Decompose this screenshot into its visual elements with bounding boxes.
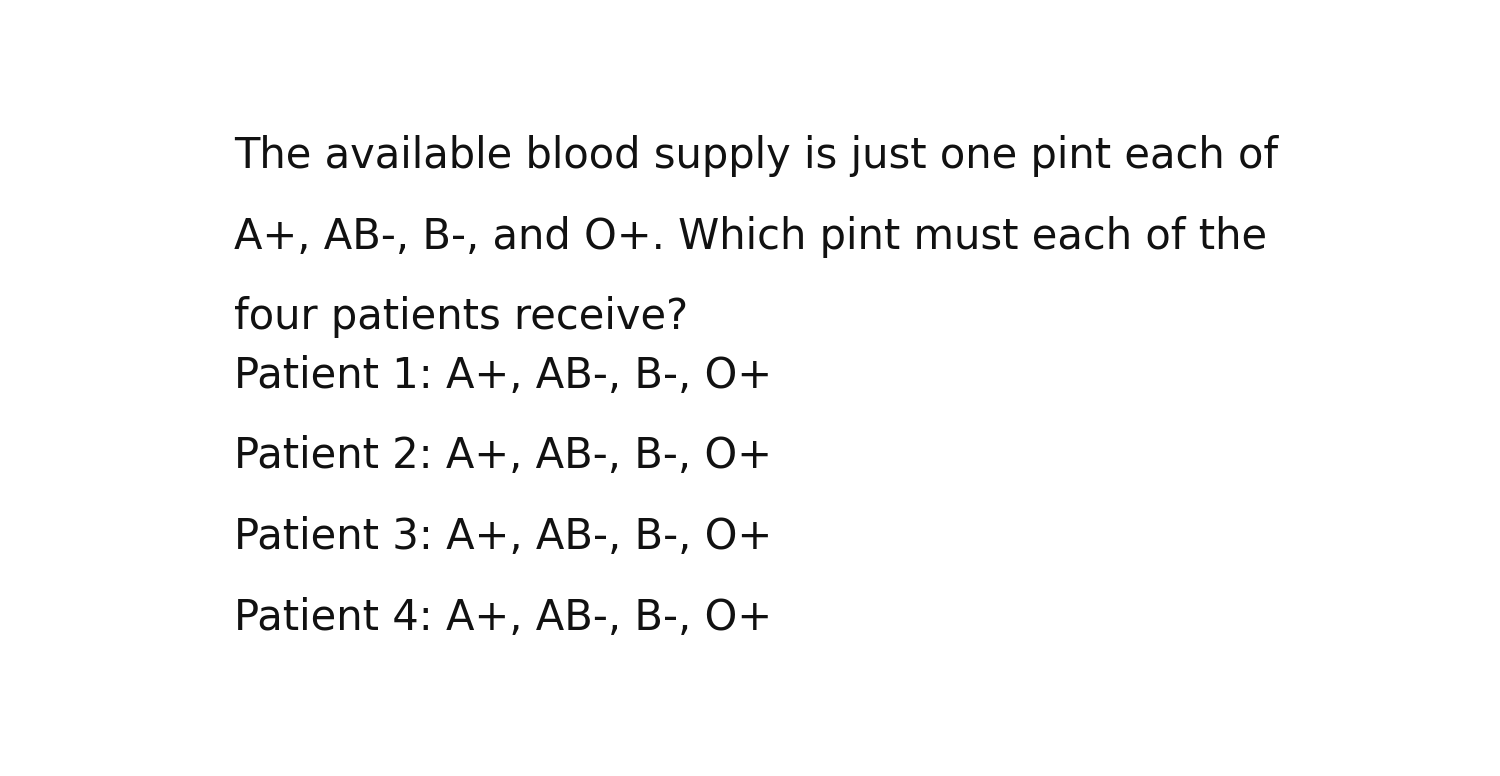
Text: Patient 2: A+, AB-, B-, O+: Patient 2: A+, AB-, B-, O+ — [234, 435, 772, 477]
Text: four patients receive?: four patients receive? — [234, 296, 688, 338]
Text: A+, AB-, B-, and O+. Which pint must each of the: A+, AB-, B-, and O+. Which pint must eac… — [234, 216, 1268, 258]
Text: Patient 1: A+, AB-, B-, O+: Patient 1: A+, AB-, B-, O+ — [234, 355, 772, 397]
Text: Patient 4: A+, AB-, B-, O+: Patient 4: A+, AB-, B-, O+ — [234, 597, 772, 639]
Text: Patient 3: A+, AB-, B-, O+: Patient 3: A+, AB-, B-, O+ — [234, 516, 772, 558]
Text: The available blood supply is just one pint each of: The available blood supply is just one p… — [234, 135, 1278, 177]
